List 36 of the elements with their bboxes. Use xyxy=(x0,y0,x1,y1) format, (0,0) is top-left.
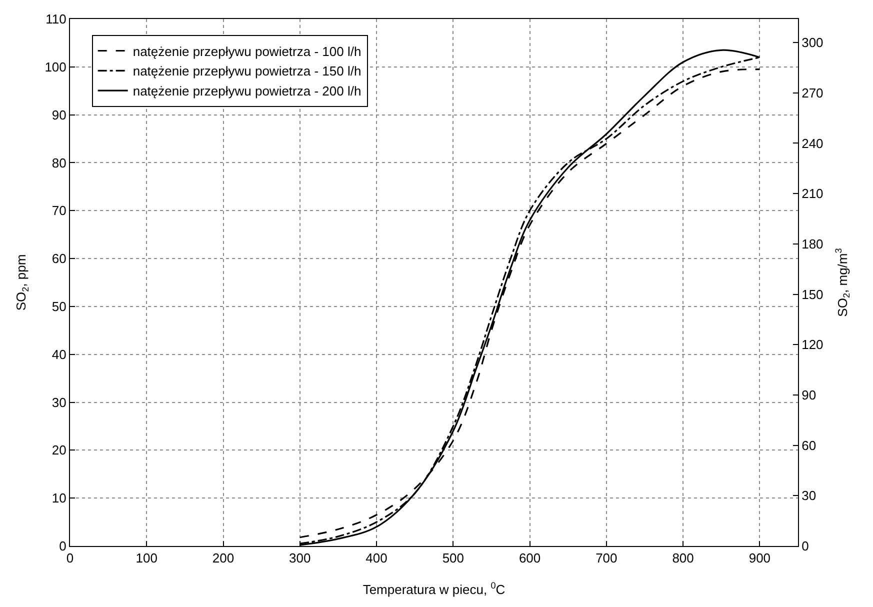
y2-tick-label: 30 xyxy=(802,488,816,504)
x-tick-label: 400 xyxy=(366,550,388,566)
x-tick-label: 500 xyxy=(442,550,464,566)
y2-tick-label: 120 xyxy=(802,337,824,352)
y-tick-label: 60 xyxy=(52,251,66,266)
y-tick-label: 110 xyxy=(46,12,66,27)
y-tick-label: 30 xyxy=(52,394,66,410)
legend-label: natężenie przepływu powietrza - 200 l/h xyxy=(132,84,362,99)
y-tick-label: 50 xyxy=(52,299,66,314)
y2-tick-label: 270 xyxy=(802,85,824,100)
y-tick-label: 40 xyxy=(52,346,66,362)
y2-tick-label: 210 xyxy=(802,186,824,202)
y-tick-label: 90 xyxy=(52,107,66,122)
y2-tick-label: 60 xyxy=(802,438,816,453)
legend-label: natężenie przepływu powietrza - 100 l/h xyxy=(132,44,362,59)
x-tick-label: 100 xyxy=(136,550,158,566)
x-tick-label: 900 xyxy=(748,550,771,566)
y2-tick-label: 0 xyxy=(802,538,809,554)
x-tick-label: 200 xyxy=(212,550,234,566)
y2-tick-label: 150 xyxy=(802,286,824,302)
y2-tick-label: 300 xyxy=(802,35,824,50)
x-tick-label: 800 xyxy=(672,550,694,566)
y-tick-label: 0 xyxy=(59,538,66,554)
y2-tick-label: 180 xyxy=(802,236,824,252)
y-tick-label: 70 xyxy=(52,203,66,218)
y2-tick-label: 240 xyxy=(802,136,824,151)
x-tick-label: 300 xyxy=(289,550,311,566)
x-tick-label: 700 xyxy=(596,550,618,566)
x-tick-label: 600 xyxy=(518,550,541,566)
legend-label: natężenie przepływu powietrza - 150 l/h xyxy=(132,64,362,79)
y-tick-label: 10 xyxy=(52,490,66,506)
y-tick-label: 20 xyxy=(52,442,66,458)
y-tick-label: 100 xyxy=(44,59,66,74)
y-tick-label: 80 xyxy=(52,155,66,170)
y2-tick-label: 90 xyxy=(802,388,816,402)
x-axis-title: Temperatura w piecu, $^{0}$C xyxy=(362,580,506,598)
